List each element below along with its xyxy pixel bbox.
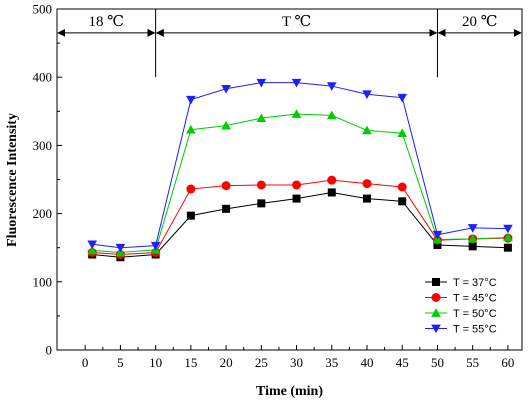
data-point <box>363 194 371 203</box>
y-tick-label: 500 <box>33 2 53 17</box>
data-point <box>222 204 231 213</box>
data-point <box>326 110 337 120</box>
data-point <box>186 95 196 105</box>
y-tick-label: 200 <box>33 206 53 221</box>
data-point <box>291 78 302 88</box>
region-label: 18 ℃ <box>89 14 125 30</box>
data-point <box>397 182 407 192</box>
data-point <box>397 93 408 103</box>
data-point <box>256 78 267 88</box>
x-tick-label: 35 <box>325 355 338 370</box>
region-label: T ℃ <box>282 14 311 30</box>
data-point <box>87 240 98 250</box>
x-tick-label: 20 <box>220 355 233 370</box>
x-tick-label: 40 <box>361 355 374 370</box>
series-markers <box>87 78 513 262</box>
data-point <box>186 184 196 194</box>
y-tick-label: 300 <box>33 138 53 153</box>
x-tick-label: 30 <box>290 355 303 370</box>
data-point <box>433 240 442 249</box>
y-tick-label: 100 <box>33 274 53 289</box>
series-line <box>92 82 508 249</box>
x-axis: 0 5 10 15 20 25 30 35 40 45 50 55 60 <box>82 345 514 370</box>
x-tick-label: 15 <box>184 355 197 370</box>
y-tick-label: 400 <box>33 70 53 85</box>
y-axis: 0 100 200 300 400 500 <box>33 2 62 358</box>
data-point <box>503 243 512 252</box>
data-point <box>115 243 126 253</box>
data-point <box>327 188 336 197</box>
data-point <box>431 308 441 317</box>
legend-label: T = 50°C <box>453 308 497 320</box>
x-tick-label: 55 <box>466 355 479 370</box>
x-tick-label: 25 <box>255 355 268 370</box>
data-point <box>432 278 440 286</box>
region-arrows: 18 ℃ T ℃ 20 ℃ <box>57 14 522 37</box>
x-axis-title: Time (min) <box>256 384 323 399</box>
legend-label: T = 55°C <box>453 324 497 336</box>
x-tick-label: 45 <box>396 355 409 370</box>
data-point <box>431 324 441 334</box>
data-point <box>291 109 302 118</box>
data-point <box>256 180 266 190</box>
data-point <box>467 224 478 233</box>
data-point <box>397 128 408 137</box>
data-point <box>150 241 161 251</box>
data-point <box>292 194 301 203</box>
x-tick-label: 60 <box>501 355 514 370</box>
data-point <box>468 242 477 251</box>
data-point <box>503 232 513 242</box>
data-point <box>221 181 231 191</box>
legend: T = 37°C T = 45°C T = 50°C T = 55°C <box>425 277 497 336</box>
region-label: 20 ℃ <box>462 14 498 30</box>
data-point <box>362 179 372 189</box>
data-point <box>186 211 195 220</box>
data-point <box>256 113 267 122</box>
x-tick-label: 10 <box>149 355 162 370</box>
y-tick-label: 0 <box>46 343 53 358</box>
data-point <box>186 124 196 134</box>
x-tick-label: 50 <box>431 355 444 370</box>
legend-label: T = 45°C <box>453 293 497 305</box>
data-point <box>326 82 337 91</box>
data-point <box>221 84 231 94</box>
data-point <box>221 120 231 130</box>
data-point <box>362 125 372 135</box>
x-tick-label: 0 <box>82 355 89 370</box>
data-point <box>431 293 441 302</box>
data-point <box>292 180 302 190</box>
data-point <box>467 234 478 243</box>
data-point <box>327 175 337 185</box>
data-point <box>398 197 407 206</box>
region-dividers <box>155 9 438 78</box>
y-axis-title: Fluorescence Intensity <box>5 113 20 247</box>
data-point <box>362 90 372 100</box>
data-point <box>503 224 513 234</box>
data-point <box>432 230 443 240</box>
series-lines <box>92 82 508 258</box>
x-tick-label: 5 <box>117 355 124 370</box>
legend-label: T = 37°C <box>453 277 497 289</box>
data-point <box>257 199 266 208</box>
data-point <box>87 245 98 255</box>
